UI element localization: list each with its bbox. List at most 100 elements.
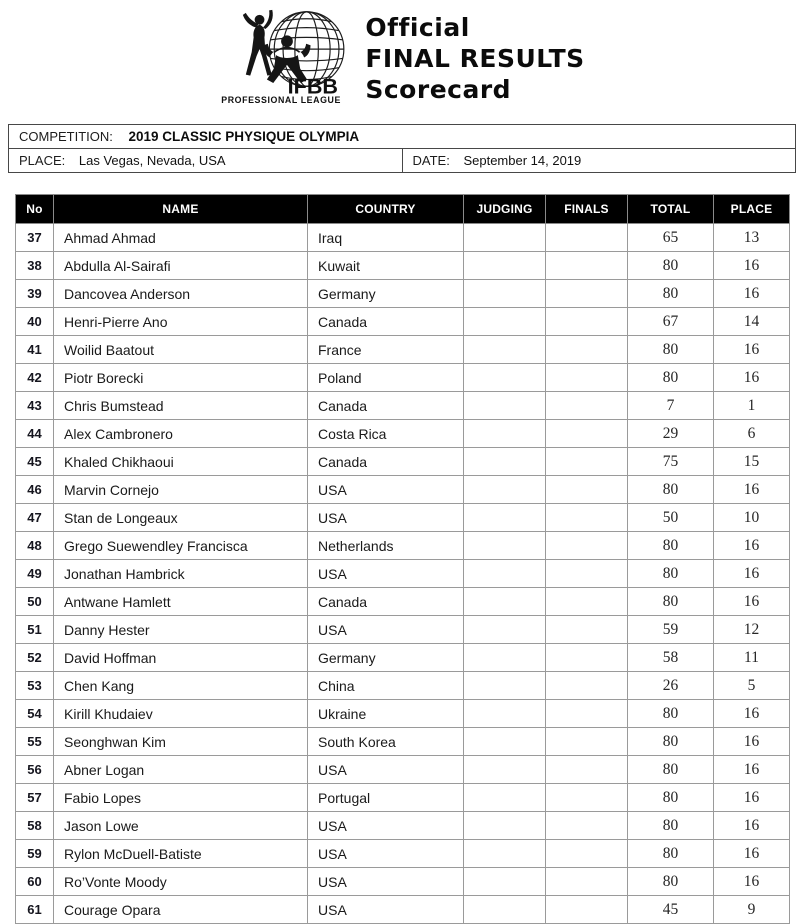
row-no: 56 xyxy=(15,755,54,784)
row-finals xyxy=(545,559,628,588)
row-total: 58 xyxy=(627,643,714,672)
row-place: 16 xyxy=(713,811,790,840)
row-no: 44 xyxy=(15,419,54,448)
row-no: 61 xyxy=(15,895,54,924)
row-finals xyxy=(545,391,628,420)
row-finals xyxy=(545,335,628,364)
row-finals xyxy=(545,531,628,560)
row-judging xyxy=(463,839,546,868)
row-no: 38 xyxy=(15,251,54,280)
row-no: 42 xyxy=(15,363,54,392)
row-place: 16 xyxy=(713,251,790,280)
row-finals xyxy=(545,587,628,616)
row-place: 16 xyxy=(713,335,790,364)
row-total: 80 xyxy=(627,559,714,588)
table-row: 38 Abdulla Al-Sairafi Kuwait 80 16 xyxy=(15,251,790,280)
table-row: 45 Khaled Chikhaoui Canada 75 15 xyxy=(15,447,790,476)
row-finals xyxy=(545,615,628,644)
row-finals xyxy=(545,755,628,784)
female-figure-icon xyxy=(243,9,274,76)
row-country: Germany xyxy=(307,643,464,672)
table-row: 40 Henri-Pierre Ano Canada 67 14 xyxy=(15,307,790,336)
row-place: 16 xyxy=(713,839,790,868)
row-country: Costa Rica xyxy=(307,419,464,448)
row-place: 16 xyxy=(713,559,790,588)
col-header-finals: FINALS xyxy=(545,194,628,224)
row-judging xyxy=(463,755,546,784)
row-finals xyxy=(545,419,628,448)
row-place: 15 xyxy=(713,447,790,476)
place-date-row: PLACE: Las Vegas, Nevada, USA DATE: Sept… xyxy=(8,148,796,173)
row-country: USA xyxy=(307,839,464,868)
row-judging xyxy=(463,223,546,252)
competition-label: COMPETITION: xyxy=(19,129,113,144)
place-value: Las Vegas, Nevada, USA xyxy=(78,153,226,168)
table-row: 48 Grego Suewendley Francisca Netherland… xyxy=(15,531,790,560)
row-country: Poland xyxy=(307,363,464,392)
row-country: France xyxy=(307,335,464,364)
row-finals xyxy=(545,643,628,672)
row-name: Chen Kang xyxy=(53,671,308,700)
row-place: 16 xyxy=(713,363,790,392)
row-total: 80 xyxy=(627,279,714,308)
row-finals xyxy=(545,783,628,812)
table-row: 47 Stan de Longeaux USA 50 10 xyxy=(15,503,790,532)
table-row: 53 Chen Kang China 26 5 xyxy=(15,671,790,700)
row-country: Canada xyxy=(307,587,464,616)
row-no: 46 xyxy=(15,475,54,504)
col-header-country: COUNTRY xyxy=(307,194,464,224)
row-judging xyxy=(463,895,546,924)
row-judging xyxy=(463,419,546,448)
row-place: 16 xyxy=(713,727,790,756)
row-finals xyxy=(545,279,628,308)
row-country: USA xyxy=(307,615,464,644)
row-judging xyxy=(463,811,546,840)
row-country: USA xyxy=(307,895,464,924)
row-place: 12 xyxy=(713,615,790,644)
row-place: 16 xyxy=(713,279,790,308)
row-country: USA xyxy=(307,811,464,840)
row-finals xyxy=(545,363,628,392)
row-country: USA xyxy=(307,503,464,532)
row-total: 7 xyxy=(627,391,714,420)
row-judging xyxy=(463,643,546,672)
row-judging xyxy=(463,783,546,812)
row-finals xyxy=(545,503,628,532)
row-no: 55 xyxy=(15,727,54,756)
row-finals xyxy=(545,223,628,252)
row-name: Stan de Longeaux xyxy=(53,503,308,532)
row-name: Ahmad Ahmad xyxy=(53,223,308,252)
row-no: 59 xyxy=(15,839,54,868)
row-place: 10 xyxy=(713,503,790,532)
row-place: 9 xyxy=(713,895,790,924)
row-judging xyxy=(463,447,546,476)
col-header-place: PLACE xyxy=(713,194,790,224)
table-row: 44 Alex Cambronero Costa Rica 29 6 xyxy=(15,419,790,448)
table-row: 56 Abner Logan USA 80 16 xyxy=(15,755,790,784)
row-country: Netherlands xyxy=(307,531,464,560)
row-judging xyxy=(463,279,546,308)
row-total: 80 xyxy=(627,839,714,868)
row-place: 16 xyxy=(713,699,790,728)
row-judging xyxy=(463,531,546,560)
row-name: Seonghwan Kim xyxy=(53,727,308,756)
row-total: 80 xyxy=(627,811,714,840)
row-country: Canada xyxy=(307,391,464,420)
row-judging xyxy=(463,699,546,728)
row-country: Germany xyxy=(307,279,464,308)
row-judging xyxy=(463,587,546,616)
table-row: 41 Woilid Baatout France 80 16 xyxy=(15,335,790,364)
row-finals xyxy=(545,671,628,700)
row-no: 43 xyxy=(15,391,54,420)
table-row: 57 Fabio Lopes Portugal 80 16 xyxy=(15,783,790,812)
row-name: Jason Lowe xyxy=(53,811,308,840)
row-name: Piotr Borecki xyxy=(53,363,308,392)
row-no: 58 xyxy=(15,811,54,840)
row-name: Abner Logan xyxy=(53,755,308,784)
row-name: Henri-Pierre Ano xyxy=(53,307,308,336)
row-total: 75 xyxy=(627,447,714,476)
row-no: 37 xyxy=(15,223,54,252)
date-value: September 14, 2019 xyxy=(463,153,582,168)
table-row: 55 Seonghwan Kim South Korea 80 16 xyxy=(15,727,790,756)
male-figure-icon xyxy=(263,35,311,83)
